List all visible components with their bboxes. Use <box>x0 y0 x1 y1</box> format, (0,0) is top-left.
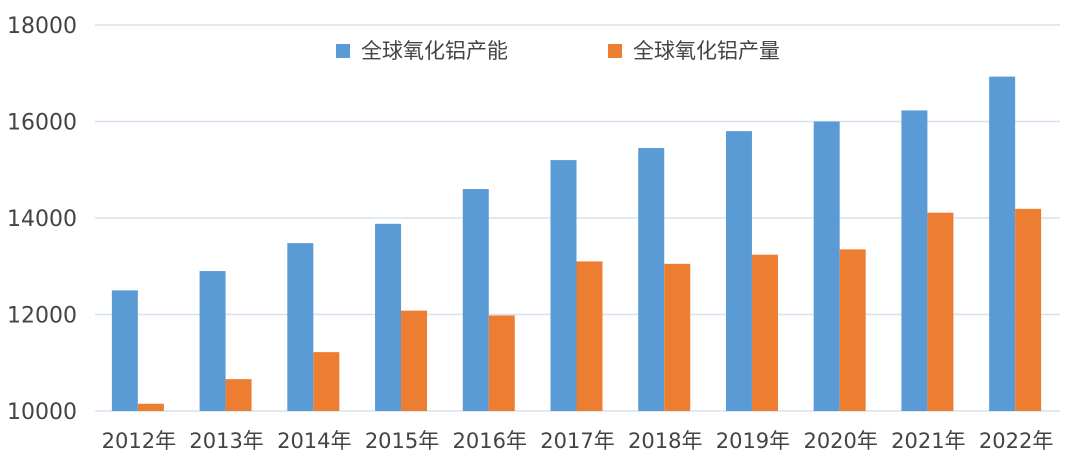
legend: 全球氧化铝产能 全球氧化铝产量 <box>336 39 780 63</box>
bar-production <box>225 379 252 411</box>
x-tick-label: 2017年 <box>540 429 614 453</box>
bar-capacity <box>550 160 577 411</box>
legend-label-capacity: 全球氧化铝产能 <box>361 39 508 63</box>
x-tick-label: 2020年 <box>803 429 877 453</box>
bar-capacity <box>813 121 840 411</box>
x-tick-label: 2022年 <box>979 429 1053 453</box>
x-tick-label: 2018年 <box>628 429 702 453</box>
y-tick-label: 18000 <box>7 14 77 39</box>
bar-production <box>488 315 515 411</box>
x-axis-tick-labels: 2012年 2013年 2014年 2015年 2016年 2017年 2018年 2019年… <box>102 429 1054 453</box>
bar-production <box>664 263 691 411</box>
bar-production <box>927 212 954 411</box>
bar-capacity <box>375 223 402 411</box>
x-tick-label: 2012年 <box>102 429 176 453</box>
bar-production <box>401 310 428 411</box>
x-tick-label: 2014年 <box>277 429 351 453</box>
bar-production <box>839 249 866 411</box>
bar-capacity <box>989 76 1016 411</box>
y-tick-label: 10000 <box>7 400 77 425</box>
x-tick-label: 2016年 <box>453 429 527 453</box>
x-tick-label: 2015年 <box>365 429 439 453</box>
y-tick-label: 14000 <box>7 207 77 232</box>
bar-production <box>313 352 340 411</box>
x-tick-label: 2013年 <box>189 429 263 453</box>
bar-capacity <box>901 110 928 411</box>
bar-production <box>1015 208 1042 411</box>
bar-capacity <box>199 271 226 411</box>
y-tick-label: 16000 <box>7 111 77 136</box>
legend-swatch-capacity <box>336 44 350 58</box>
legend-swatch-production <box>608 44 622 58</box>
bar-capacity <box>287 243 314 411</box>
bar-capacity <box>111 290 138 411</box>
y-axis-tick-labels: 10000 12000 14000 16000 18000 <box>7 14 77 425</box>
bar-capacity <box>725 131 752 411</box>
bars <box>111 76 1042 411</box>
bar-capacity <box>462 189 489 411</box>
bar-production <box>576 261 603 411</box>
bar-capacity <box>638 148 665 411</box>
y-tick-label: 12000 <box>7 304 77 329</box>
bar-production <box>137 403 164 411</box>
bar-production <box>751 254 778 411</box>
x-tick-label: 2021年 <box>891 429 965 453</box>
legend-label-production: 全球氧化铝产量 <box>633 39 780 63</box>
x-tick-label: 2019年 <box>716 429 790 453</box>
